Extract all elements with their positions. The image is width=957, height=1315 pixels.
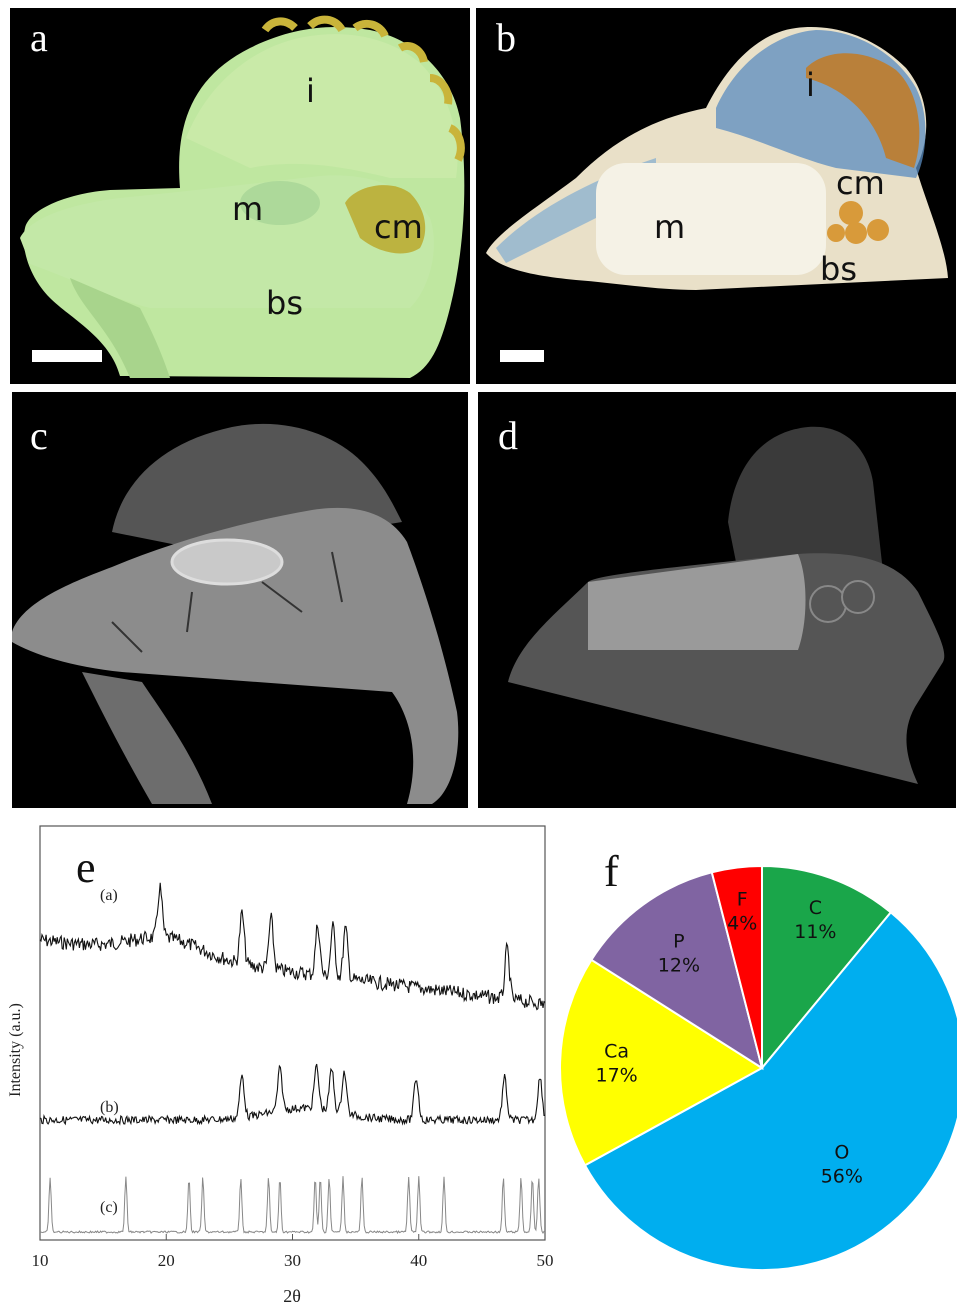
x-tick-label: 20 [158, 1251, 175, 1270]
series-label: (c) [100, 1199, 118, 1216]
series-label: (b) [100, 1099, 119, 1116]
y-axis-label: Intensity (a.u.) [7, 1003, 24, 1097]
pie-label: C [809, 897, 822, 919]
x-tick-label: 50 [537, 1251, 554, 1270]
label-molar: m [232, 190, 264, 228]
panel-letter-f: f [604, 847, 619, 896]
pie-label: Ca [604, 1040, 629, 1062]
panel-letter-c: c [30, 413, 48, 458]
panel-letter-a: a [30, 15, 48, 60]
pie-slice [761, 864, 893, 1071]
panel-letter-d: d [498, 413, 518, 458]
xrd-chart: e Intensity (a.u.) 2θ 10 20 30 40 50 (a) (b) (… [0, 820, 560, 1310]
xrd-series-line [39, 1176, 546, 1235]
specimen-green-photo [20, 15, 465, 378]
xrd-series-line [39, 1063, 545, 1126]
label-bone-support: bs [820, 250, 857, 288]
x-axis-label: 2θ [283, 1286, 301, 1306]
pie-slice [583, 910, 957, 1271]
pie-slice [590, 871, 764, 1071]
pie-label: O [834, 1141, 849, 1163]
panel-a-photo: a i m cm bs [10, 8, 470, 384]
panel-letter-b: b [496, 15, 516, 60]
pie-percent: 56% [821, 1165, 863, 1187]
pie-percent: 4% [727, 913, 757, 935]
label-bone-support: bs [266, 284, 303, 322]
pie-slice [559, 958, 764, 1167]
pie-slice [710, 864, 763, 1069]
x-tick-label: 40 [410, 1251, 427, 1270]
label-incisor: i [806, 66, 815, 104]
panel-letter-e: e [76, 843, 96, 892]
x-tick-label: 10 [32, 1251, 49, 1270]
xrd-series-line [39, 882, 546, 1011]
label-molar: m [654, 208, 686, 246]
panel-c-sem-image: c [12, 392, 468, 808]
pie-percent: 17% [596, 1064, 638, 1086]
sem-cross-section-image [508, 426, 945, 784]
scale-bar [500, 350, 544, 362]
specimen-stained-photo [486, 27, 948, 291]
pie-percent: 12% [658, 955, 700, 977]
label-crushing-molars: cm [836, 164, 885, 202]
pie-label: F [737, 889, 748, 911]
label-incisor: i [306, 72, 315, 110]
panel-b-photo: b i m cm bs [476, 8, 956, 384]
element-pie-chart: C 11% O 56% Ca 17% P 12% F 4% f [559, 830, 957, 1300]
label-crushing-molars: cm [374, 208, 423, 246]
scale-bar [32, 350, 102, 362]
x-tick-label: 30 [284, 1251, 301, 1270]
pie-percent: 11% [794, 921, 836, 943]
series-label: (a) [100, 887, 118, 904]
panel-d-sem-image: d [478, 392, 956, 808]
pie-label: P [673, 931, 684, 953]
sem-specimen-image [12, 423, 459, 804]
